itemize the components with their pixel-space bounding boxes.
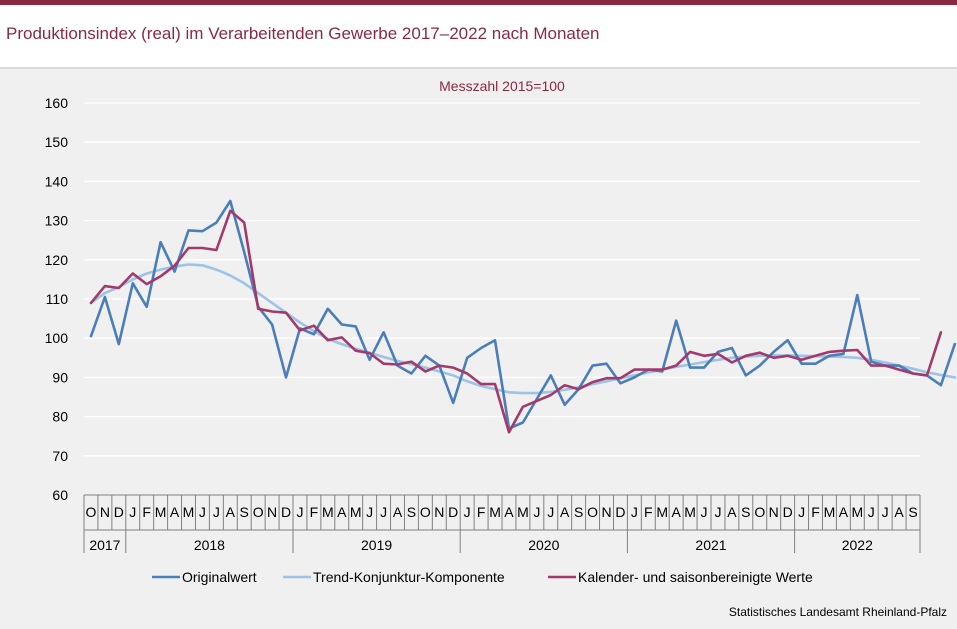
- x-month-label: A: [727, 504, 737, 520]
- legend: Originalwert Trend-Konjunktur-Komponente K…: [152, 569, 813, 585]
- x-month-label: J: [868, 504, 875, 520]
- x-month-label: O: [86, 504, 97, 520]
- x-month-label: O: [253, 504, 264, 520]
- x-month-label: J: [464, 504, 471, 520]
- x-month-label: N: [434, 504, 444, 520]
- x-month-label: S: [741, 504, 750, 520]
- x-month-label: M: [656, 504, 668, 520]
- x-month-label: A: [504, 504, 514, 520]
- x-month-label: A: [170, 504, 180, 520]
- chart-panel: [0, 67, 957, 629]
- y-tick-label: 110: [46, 291, 69, 307]
- y-tick-label: 120: [45, 252, 69, 268]
- chart-subtitle: Messzahl 2015=100: [439, 78, 565, 94]
- x-year-label: 2018: [194, 537, 225, 553]
- x-month-label: D: [615, 504, 625, 520]
- y-tick-label: 150: [45, 134, 69, 150]
- x-month-label: O: [587, 504, 598, 520]
- top-accent-bar: [0, 0, 957, 5]
- x-month-label: J: [533, 504, 540, 520]
- x-month-label: F: [142, 504, 151, 520]
- x-year-label: 2022: [842, 537, 873, 553]
- x-month-label: A: [337, 504, 347, 520]
- x-month-label: J: [199, 504, 206, 520]
- x-month-label: N: [100, 504, 110, 520]
- x-month-label: M: [684, 504, 696, 520]
- series-lines: [89, 199, 957, 434]
- x-month-label: J: [631, 504, 638, 520]
- x-year-label: 2021: [695, 537, 726, 553]
- series-line: [89, 263, 957, 395]
- x-month-label: A: [393, 504, 403, 520]
- page-title: Produktionsindex (real) im Verarbeitende…: [6, 24, 600, 43]
- x-month-label: S: [407, 504, 416, 520]
- y-tick-label: 80: [52, 409, 68, 425]
- x-month-label: F: [310, 504, 319, 520]
- x-month-label: M: [517, 504, 529, 520]
- y-tick-label: 90: [52, 369, 68, 385]
- x-month-label: J: [714, 504, 721, 520]
- x-month-label: O: [420, 504, 431, 520]
- x-month-label: A: [894, 504, 904, 520]
- x-month-label: D: [114, 504, 124, 520]
- y-tick-label: 160: [45, 95, 69, 111]
- x-month-label: J: [882, 504, 889, 520]
- gridlines: [84, 102, 920, 457]
- y-tick-label: 130: [45, 213, 69, 229]
- x-month-label: D: [448, 504, 458, 520]
- x-month-label: M: [824, 504, 836, 520]
- x-month-label: M: [489, 504, 501, 520]
- x-month-label: J: [547, 504, 554, 520]
- x-month-label: D: [281, 504, 291, 520]
- x-month-label: F: [644, 504, 653, 520]
- x-month-label: J: [296, 504, 303, 520]
- x-month-label: A: [560, 504, 570, 520]
- x-month-label: O: [754, 504, 765, 520]
- x-month-label: M: [155, 504, 167, 520]
- x-month-label: M: [322, 504, 334, 520]
- x-month-label: J: [798, 504, 805, 520]
- source-note: Statistisches Landesamt Rheinland-Pfalz: [728, 605, 947, 619]
- x-month-label: F: [811, 504, 820, 520]
- x-year-label: 2019: [361, 537, 392, 553]
- y-tick-label: 60: [52, 487, 68, 503]
- x-month-label: J: [366, 504, 373, 520]
- x-month-label: A: [226, 504, 236, 520]
- y-tick-label: 140: [45, 173, 69, 189]
- x-month-label: J: [701, 504, 708, 520]
- series-line: [89, 209, 943, 434]
- x-month-label: J: [129, 504, 136, 520]
- x-month-label: M: [851, 504, 863, 520]
- y-axis: 60 70 80 90 100 110 120 130 140 150 160: [45, 95, 69, 503]
- legend-label: Originalwert: [182, 569, 257, 585]
- x-month-label: J: [213, 504, 220, 520]
- x-month-label: A: [671, 504, 681, 520]
- legend-label: Kalender- und saisonbereinigte Werte: [578, 569, 813, 585]
- y-tick-label: 100: [45, 330, 69, 346]
- x-month-label: N: [267, 504, 277, 520]
- x-month-label: S: [240, 504, 249, 520]
- x-month-label: M: [183, 504, 195, 520]
- x-month-label: A: [839, 504, 849, 520]
- x-month-label: J: [380, 504, 387, 520]
- x-year-label: 2017: [89, 537, 120, 553]
- x-month-label: F: [477, 504, 486, 520]
- x-month-label: S: [908, 504, 917, 520]
- x-month-label: N: [769, 504, 779, 520]
- y-tick-label: 70: [52, 448, 68, 464]
- x-year-label: 2020: [528, 537, 559, 553]
- x-month-label: N: [601, 504, 611, 520]
- x-month-label: S: [574, 504, 583, 520]
- x-month-label: D: [783, 504, 793, 520]
- series-line: [89, 199, 957, 430]
- legend-label: Trend-Konjunktur-Komponente: [313, 569, 505, 585]
- x-month-label: M: [350, 504, 362, 520]
